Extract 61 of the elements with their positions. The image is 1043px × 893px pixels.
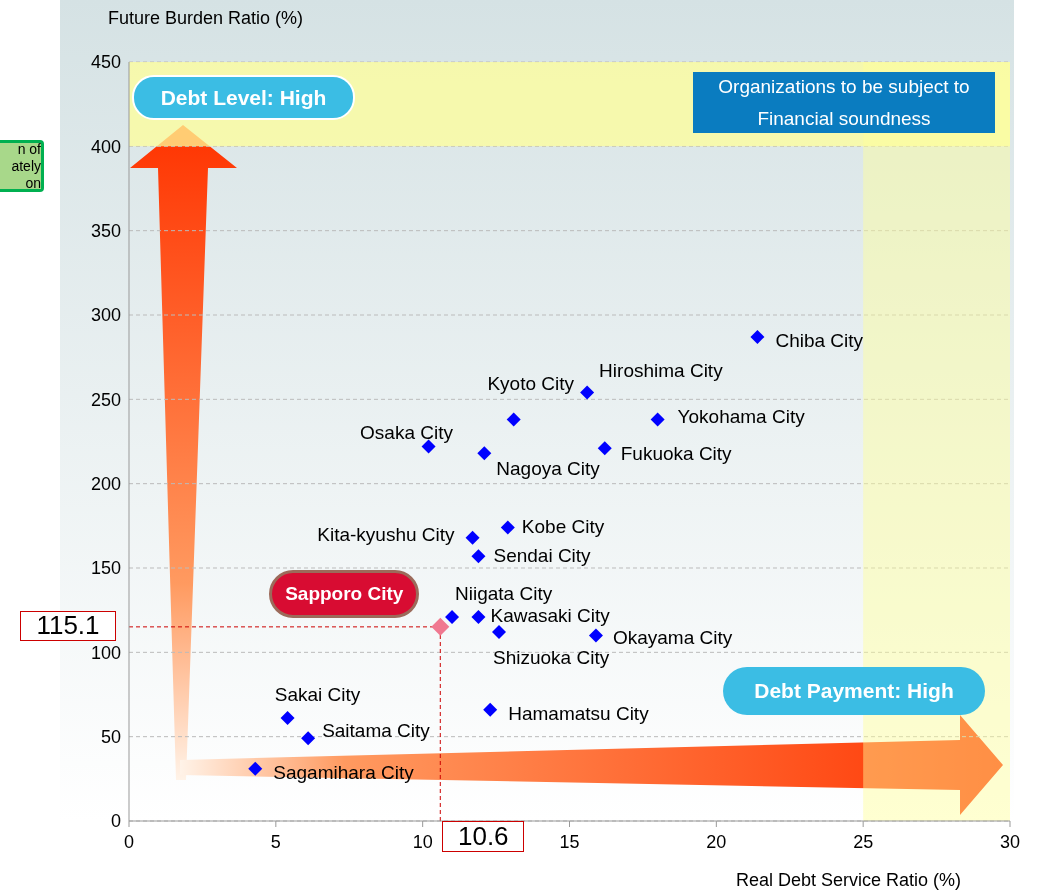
y-tick-label: 200	[90, 474, 121, 495]
point	[471, 549, 486, 564]
data-label: Sagamihara City	[273, 761, 414, 784]
point	[248, 761, 263, 776]
x-axis-title: Real Debt Service Ratio (%)	[735, 870, 961, 891]
data-label: Kobe City	[521, 515, 605, 538]
data-label: Kita-kyushu City	[317, 523, 455, 546]
y-axis-title: Future Burden Ratio (%)	[108, 8, 304, 29]
point	[471, 609, 486, 624]
annotation: Organizations to be subject to Financial soundness	[693, 72, 995, 133]
point	[750, 329, 765, 344]
x-tick-label: 15	[559, 831, 580, 852]
point	[301, 731, 316, 746]
point	[506, 412, 521, 427]
data-label: Kawasaki City	[490, 604, 610, 627]
point	[431, 617, 450, 636]
y-tick-label: 400	[90, 136, 121, 157]
data-label: Fukuoka City	[620, 443, 732, 466]
point	[492, 625, 507, 640]
y-tick-label: 150	[90, 558, 121, 579]
y-tick-label: 350	[90, 221, 121, 242]
y-tick-label: 250	[90, 389, 121, 410]
data-label: Niigata City	[455, 582, 553, 605]
ref-line-label: 10.6	[442, 821, 525, 852]
data-label: Osaka City	[360, 421, 453, 444]
point	[588, 628, 603, 643]
y-tick-label: 450	[90, 52, 121, 73]
data-label: Okayama City	[612, 627, 733, 650]
x-tick-label: 5	[270, 831, 281, 852]
point	[650, 412, 665, 427]
x-tick-label: 25	[853, 831, 874, 852]
point	[483, 702, 498, 717]
annotation: Debt Level: High	[132, 75, 355, 120]
x-tick-label: 10	[412, 831, 433, 852]
data-label: Hamamatsu City	[508, 702, 649, 725]
data-label: Nagoya City	[496, 458, 600, 481]
data-label: Sendai City	[493, 545, 591, 568]
point	[280, 711, 295, 726]
x-tick-label: 30	[999, 831, 1021, 852]
data-label: Kyoto City	[487, 372, 574, 395]
point	[580, 385, 595, 400]
x-tick-label: 20	[706, 831, 727, 852]
point	[597, 441, 612, 456]
point	[465, 530, 480, 545]
y-tick-label: 50	[100, 727, 121, 748]
x-tick-label: 0	[123, 831, 135, 852]
data-label: Chiba City	[775, 329, 864, 352]
ref-line-label: 115.1	[20, 610, 116, 641]
annotation: Debt Payment: High	[723, 667, 985, 715]
point	[477, 446, 492, 461]
data-label: Saitama City	[322, 720, 430, 743]
data-label: Hiroshima City	[599, 359, 723, 382]
annotation: Sapporo City	[269, 569, 420, 618]
y-tick-label: 100	[90, 642, 121, 663]
y-tick-label: 0	[110, 811, 121, 832]
y-tick-label: 300	[90, 305, 121, 326]
data-label: Shizuoka City	[493, 647, 610, 670]
data-label: Sakai City	[274, 684, 361, 707]
data-label: Yokohama City	[677, 405, 805, 428]
point	[445, 609, 460, 624]
point	[500, 520, 515, 535]
